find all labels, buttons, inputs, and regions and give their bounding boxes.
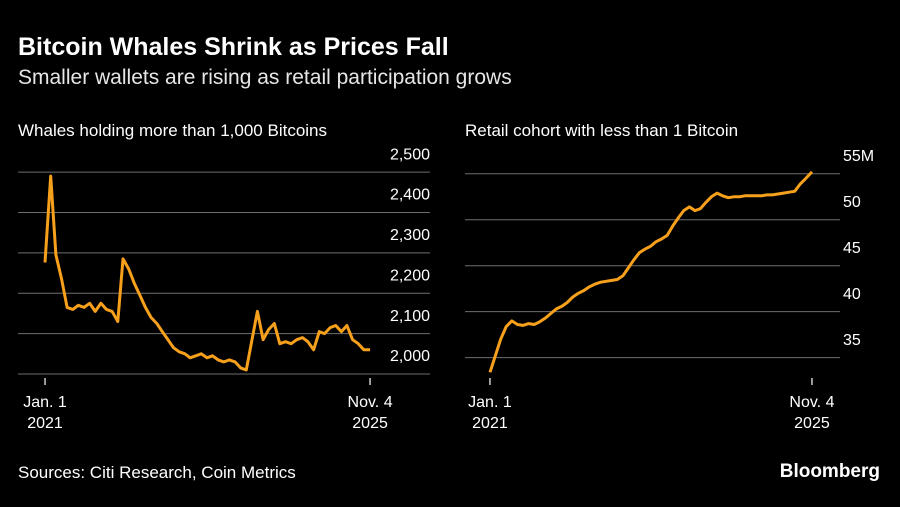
y-tick-label: 2,400 [390, 187, 430, 204]
subtitle: Smaller wallets are rising as retail par… [18, 66, 512, 89]
y-tick-label: 2,100 [390, 308, 430, 325]
brand: Bloomberg [779, 461, 880, 482]
y-tick-label: 40 [843, 286, 861, 303]
chart-title: Whales holding more than 1,000 Bitcoins [18, 121, 328, 140]
y-tick-label: 2,200 [390, 267, 430, 284]
x-tick-label: Nov. 4 2025 [347, 394, 393, 432]
y-tick-label: 2,000 [390, 348, 430, 365]
y-tick-label: 50 [843, 194, 861, 211]
y-tick-label: 2,300 [390, 227, 430, 244]
y-tick-label: 55M [843, 148, 874, 165]
x-tick-label: Nov. 4 2025 [789, 394, 835, 432]
source: Sources: Citi Research, Coin Metrics [18, 463, 296, 482]
x-tick-label: Jan. 1 2021 [23, 394, 67, 432]
data-line [43, 174, 371, 372]
y-tick-label: 2,500 [390, 146, 430, 163]
title: Bitcoin Whales Shrink as Prices Fall [18, 33, 449, 61]
y-tick-label: 35 [843, 332, 861, 349]
y-tick-label: 45 [843, 240, 861, 257]
data-line [488, 170, 814, 373]
chart-title: Retail cohort with less than 1 Bitcoin [465, 121, 739, 140]
x-tick-label: Jan. 1 2021 [468, 394, 512, 432]
